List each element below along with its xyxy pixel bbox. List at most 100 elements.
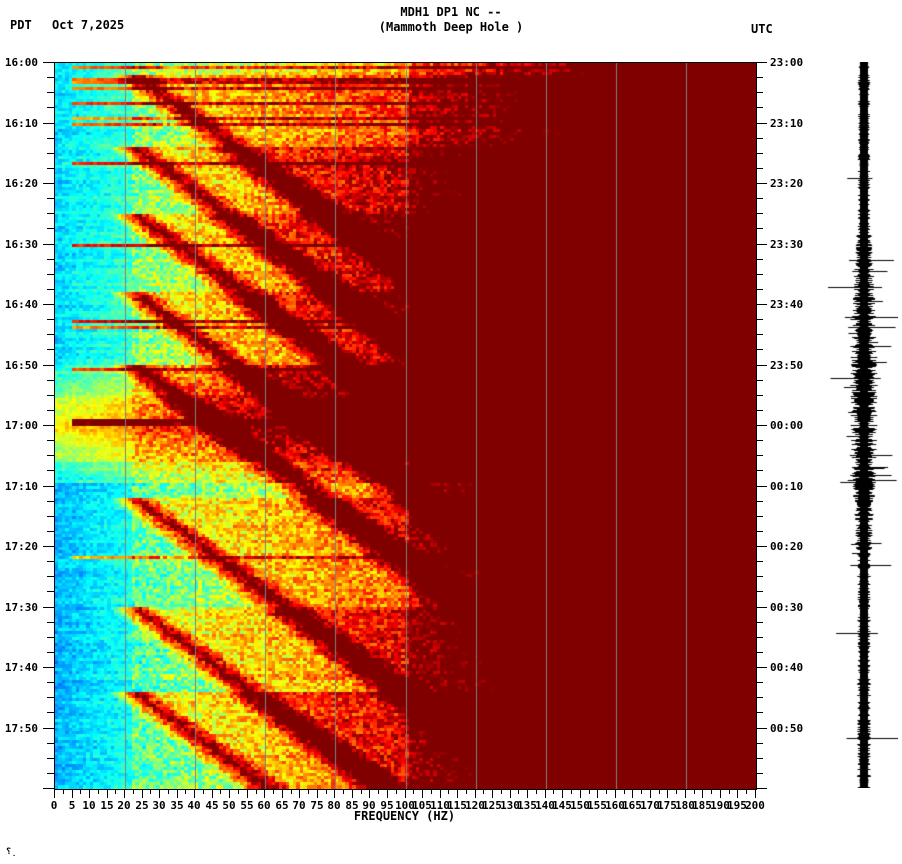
freq-tick-major: [89, 789, 90, 798]
time-tick-minor: [47, 289, 54, 290]
freq-tick-minor: [185, 789, 186, 794]
time-tick-minor: [756, 168, 763, 169]
freq-tick-minor: [80, 789, 81, 794]
time-tick-minor: [47, 712, 54, 713]
freq-tick-major: [405, 789, 406, 798]
time-tick-label: 00:30: [770, 601, 804, 614]
freq-tick-minor: [150, 789, 151, 794]
freq-tick-major: [702, 789, 703, 798]
time-tick-major: [43, 667, 54, 668]
time-tick-major: [43, 365, 54, 366]
time-tick-major: [756, 183, 767, 184]
time-tick-minor: [47, 138, 54, 139]
freq-tick-label: 0: [50, 799, 58, 812]
time-tick-minor: [756, 516, 763, 517]
freq-tick-label: 125: [482, 799, 502, 812]
freq-tick-major: [124, 789, 125, 798]
freq-tick-label: 60: [257, 799, 271, 812]
time-tick-label: 23:50: [770, 359, 804, 372]
freq-tick-major: [597, 789, 598, 798]
time-tick-minor: [47, 455, 54, 456]
freq-tick-label: 170: [640, 799, 660, 812]
time-tick-major: [43, 304, 54, 305]
freq-tick-label: 65: [275, 799, 289, 812]
freq-tick-minor: [238, 789, 239, 794]
freq-tick-minor: [273, 789, 274, 794]
time-tick-minor: [756, 138, 763, 139]
freq-tick-major: [334, 789, 335, 798]
freq-tick-major: [72, 789, 73, 798]
time-tick-label: 23:20: [770, 177, 804, 190]
time-tick-minor: [756, 622, 763, 623]
station-subtitle: (Mammoth Deep Hole ): [378, 20, 524, 34]
freq-tick-major: [387, 789, 388, 798]
freq-tick-label: 40: [187, 799, 201, 812]
time-tick-minor: [47, 440, 54, 441]
time-tick-minor: [756, 153, 763, 154]
time-tick-label: 17:20: [4, 540, 38, 553]
freq-tick-minor: [501, 789, 502, 794]
spectrogram-canvas: [55, 63, 756, 789]
time-tick-minor: [756, 712, 763, 713]
spectrogram-plot[interactable]: [54, 62, 757, 790]
time-tick-minor: [756, 92, 763, 93]
time-tick-minor: [756, 77, 763, 78]
freq-tick-minor: [641, 789, 642, 794]
freq-tick-major: [369, 789, 370, 798]
freq-tick-label: 45: [205, 799, 219, 812]
freq-tick-major: [229, 789, 230, 798]
time-tick-minor: [47, 228, 54, 229]
time-tick-minor: [47, 470, 54, 471]
freq-tick-label: 85: [345, 799, 359, 812]
page-title: MDH1 DP1 NC --: [400, 5, 502, 19]
time-tick-major: [756, 607, 767, 608]
time-tick-label: 23:30: [770, 238, 804, 251]
freq-tick-minor: [378, 789, 379, 794]
time-tick-label: 23:40: [770, 298, 804, 311]
freq-tick-major: [615, 789, 616, 798]
time-tick-minor: [756, 501, 763, 502]
time-tick-minor: [756, 380, 763, 381]
time-tick-major: [756, 123, 767, 124]
time-tick-minor: [47, 198, 54, 199]
freq-tick-label: 145: [552, 799, 572, 812]
time-tick-label: 00:20: [770, 540, 804, 553]
time-tick-minor: [47, 561, 54, 562]
freq-tick-minor: [536, 789, 537, 794]
helicorder-waveform-panel: [824, 62, 898, 788]
freq-tick-label: 100: [395, 799, 415, 812]
freq-tick-label: 110: [430, 799, 450, 812]
freq-tick-major: [317, 789, 318, 798]
freq-tick-minor: [624, 789, 625, 794]
time-tick-minor: [756, 743, 763, 744]
freq-tick-label: 175: [657, 799, 677, 812]
time-tick-minor: [756, 440, 763, 441]
freq-tick-minor: [431, 789, 432, 794]
freq-tick-major: [650, 789, 651, 798]
time-tick-minor: [47, 77, 54, 78]
freq-tick-major: [212, 789, 213, 798]
freq-tick-major: [107, 789, 108, 798]
freq-tick-label: 10: [82, 799, 96, 812]
freq-tick-major: [492, 789, 493, 798]
freq-tick-major: [632, 789, 633, 798]
time-tick-major: [756, 486, 767, 487]
time-tick-major: [756, 244, 767, 245]
freq-tick-minor: [448, 789, 449, 794]
freq-tick-label: 160: [605, 799, 625, 812]
waveform-canvas: [824, 62, 898, 788]
freq-tick-major: [720, 789, 721, 798]
freq-tick-minor: [694, 789, 695, 794]
freq-tick-major: [299, 789, 300, 798]
frequency-axis: 0 5 10 15 20 25 30 35 40 45 50 55 60 65 70 75 80 85 90 95 10…: [50, 789, 765, 829]
time-tick-label: 17:30: [4, 601, 38, 614]
freq-tick-minor: [203, 789, 204, 794]
time-tick-label: 00:00: [770, 419, 804, 432]
freq-tick-minor: [256, 789, 257, 794]
time-tick-minor: [756, 697, 763, 698]
freq-tick-minor: [518, 789, 519, 794]
time-tick-major: [756, 304, 767, 305]
freq-tick-minor: [676, 789, 677, 794]
time-tick-minor: [47, 380, 54, 381]
